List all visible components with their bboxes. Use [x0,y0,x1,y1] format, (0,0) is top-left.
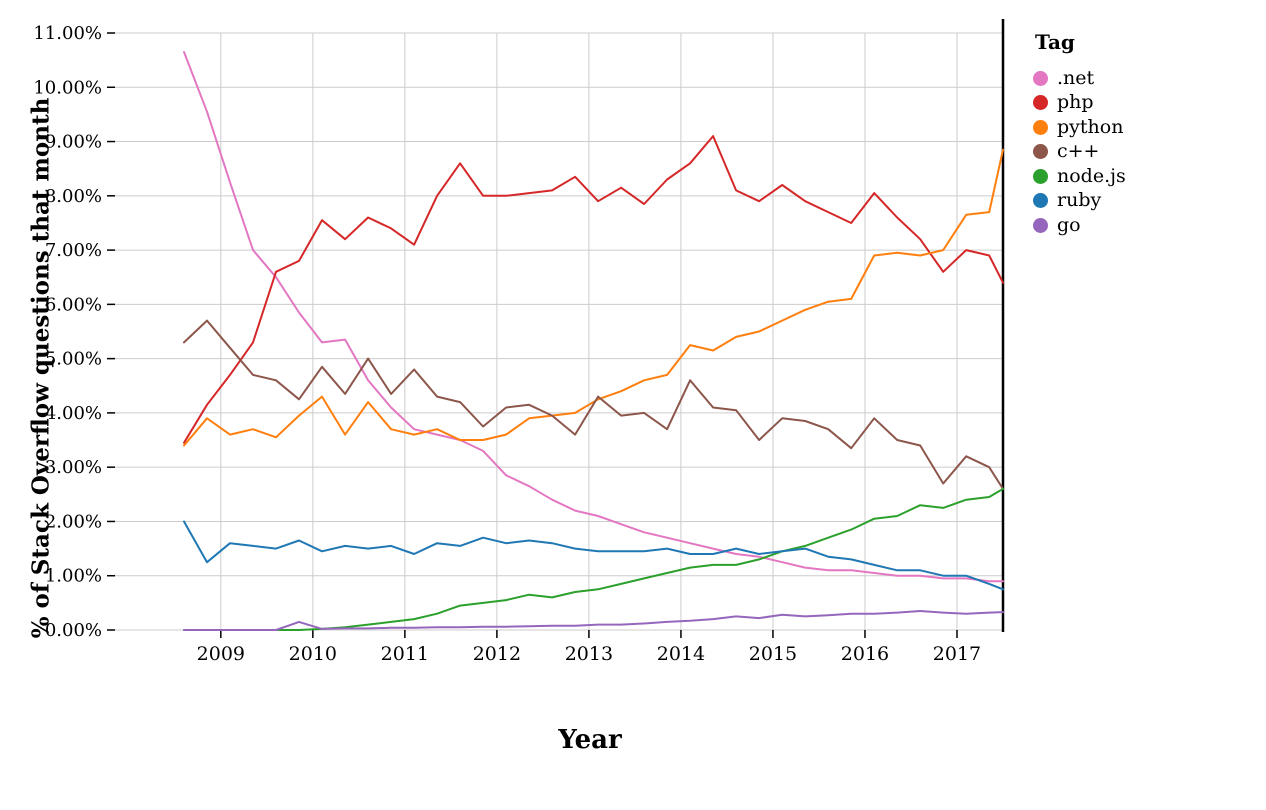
legend: Tag .net php python c++ node.js ruby go [1033,30,1126,238]
series-line-python [183,148,1004,447]
legend-item-node.js: node.js [1033,164,1126,189]
y-tick-label: 1.00% [45,566,102,587]
y-tick-label: 10.00% [33,77,102,98]
legend-item-ruby: ruby [1033,189,1126,214]
y-tick-label: 9.00% [45,132,102,153]
legend-dot-.net [1033,70,1048,86]
legend-label-ruby: ruby [1057,189,1102,212]
legend-item-python: python [1033,115,1126,140]
legend-dot-php [1033,95,1048,111]
legend-label-php: php [1057,91,1094,114]
y-tick-label: 4.00% [45,403,102,424]
legend-item-go: go [1033,213,1126,238]
legend-items: .net php python c++ node.js ruby go [1033,66,1126,238]
legend-label-c++: c++ [1057,140,1100,163]
y-tick-label: 3.00% [45,457,102,478]
series-line-ruby [183,520,1004,591]
series-line-php [183,135,1004,444]
legend-label-node.js: node.js [1057,164,1126,187]
y-tick-label: 0.00% [45,620,102,641]
x-tick-label: 2016 [841,643,889,665]
series-line-c++ [183,319,1004,490]
y-tick-label: 7.00% [45,240,102,261]
x-tick-label: 2012 [473,643,521,665]
legend-item-.net: .net [1033,66,1126,91]
series-line-.net [183,51,1004,583]
legend-dot-go [1033,217,1048,233]
legend-item-php: php [1033,91,1126,116]
x-tick-label: 2017 [933,643,981,665]
x-tick-label: 2015 [749,643,797,665]
legend-dot-python [1033,119,1048,135]
legend-dot-node.js [1033,168,1048,184]
x-tick-label: 2013 [565,643,613,665]
x-tick-label: 2011 [381,643,429,665]
series-line-node.js [183,487,1004,631]
y-tick-label: 6.00% [45,294,102,315]
legend-label-go: go [1057,213,1081,236]
x-tick-label: 2014 [657,643,705,665]
legend-dot-c++ [1033,144,1048,160]
x-tick-label: 2009 [197,643,245,665]
legend-title: Tag [1035,30,1075,54]
legend-dot-ruby [1033,193,1048,209]
series-line-go [183,610,1004,631]
y-tick-label: 2.00% [45,511,102,532]
legend-item-c++: c++ [1033,140,1126,165]
y-tick-label: 5.00% [45,349,102,370]
y-axis-title: % of Stack Overflow questions that month [27,97,55,639]
legend-label-python: python [1057,115,1124,138]
x-tick-label: 2010 [289,643,337,665]
y-tick-label: 8.00% [45,186,102,207]
x-axis-title: Year [558,725,622,755]
y-tick-label: 11.00% [33,23,102,44]
legend-label-.net: .net [1057,66,1095,89]
